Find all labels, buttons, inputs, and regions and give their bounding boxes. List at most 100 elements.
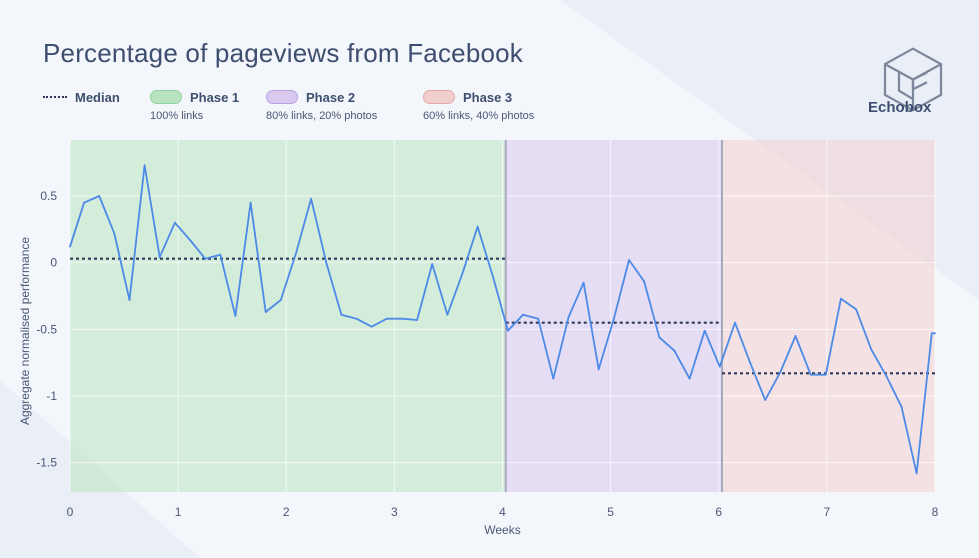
data-point xyxy=(930,332,933,335)
data-point xyxy=(764,399,767,401)
legend-label-phase3: Phase 3 xyxy=(463,89,513,105)
x-tick-label-5: 5 xyxy=(607,505,614,519)
data-point xyxy=(491,275,494,277)
data-point xyxy=(189,239,191,241)
data-point xyxy=(128,299,131,301)
data-point xyxy=(824,373,827,376)
legend-desc-phase3: 60% links, 40% photos xyxy=(423,110,535,122)
data-point xyxy=(840,297,842,300)
y-tick-label-3: -1 xyxy=(46,389,57,403)
data-point xyxy=(340,313,343,316)
data-point xyxy=(69,245,71,248)
data-point xyxy=(855,308,857,311)
data-point xyxy=(658,336,661,339)
data-point xyxy=(794,335,797,337)
data-point xyxy=(264,311,267,313)
phase2-swatch xyxy=(266,90,298,104)
data-point xyxy=(401,317,403,320)
data-point xyxy=(476,225,479,228)
data-point xyxy=(612,317,615,320)
data-point xyxy=(416,319,418,321)
x-tick-label-7: 7 xyxy=(824,505,831,519)
x-tick-label-6: 6 xyxy=(715,505,722,519)
phase3-swatch xyxy=(423,90,455,104)
median-lines xyxy=(70,257,935,375)
phase-dividers xyxy=(504,140,723,492)
data-point xyxy=(173,221,176,224)
y-axis-label: Aggregate normalised performance xyxy=(18,237,32,425)
data-point xyxy=(461,272,464,275)
data-point xyxy=(749,361,752,364)
median-line-swatch xyxy=(43,96,67,98)
echobox-logo-icon xyxy=(883,47,943,112)
data-point xyxy=(779,371,782,373)
data-point xyxy=(355,317,358,320)
legend-desc-phase2: 80% links, 20% photos xyxy=(266,110,378,122)
data-point xyxy=(507,329,509,332)
data-point xyxy=(446,313,449,316)
data-point xyxy=(703,329,706,332)
data-point xyxy=(885,375,888,377)
grid-lines xyxy=(69,140,936,492)
y-tick-label-0: 0.5 xyxy=(40,189,57,203)
data-point xyxy=(98,195,101,197)
legend-item-phase2: Phase 2 80% links, 20% photos xyxy=(266,88,377,122)
data-point xyxy=(310,197,313,200)
data-point xyxy=(431,263,434,265)
data-point xyxy=(295,252,297,255)
data-point xyxy=(567,316,570,319)
data-point xyxy=(325,261,328,264)
legend-item-phase3: Phase 3 60% links, 40% photos xyxy=(423,88,534,122)
phase1-swatch xyxy=(150,90,182,104)
data-point xyxy=(249,201,252,204)
data-point xyxy=(582,281,585,284)
legend-item-median: Median xyxy=(43,88,120,106)
x-tick-label-1: 1 xyxy=(175,505,182,519)
x-tick-label-4: 4 xyxy=(499,505,506,519)
data-point xyxy=(900,405,903,408)
data-point xyxy=(809,373,812,376)
x-axis-label: Weeks xyxy=(484,523,520,537)
x-axis-ticks: 0 1 2 3 4 5 6 7 8 xyxy=(67,505,939,519)
data-point xyxy=(628,259,630,261)
y-tick-label-4: -1.5 xyxy=(36,456,57,470)
x-tick-label-0: 0 xyxy=(67,505,74,519)
legend-label-median: Median xyxy=(75,89,120,105)
data-point xyxy=(370,325,373,328)
y-tick-label-1: 0 xyxy=(50,256,57,270)
x-tick-label-8: 8 xyxy=(932,505,939,519)
data-point xyxy=(718,365,721,368)
chart-title: Percentage of pageviews from Facebook xyxy=(43,38,523,68)
data-point xyxy=(688,377,691,380)
brand-name: Echobox xyxy=(868,99,932,116)
data-point xyxy=(219,253,222,256)
data-point xyxy=(279,299,282,301)
data-point xyxy=(734,321,736,324)
data-point xyxy=(385,317,388,320)
data-point xyxy=(234,315,237,317)
y-tick-label-2: -0.5 xyxy=(36,322,57,336)
data-point xyxy=(537,317,540,320)
data-point xyxy=(143,164,146,167)
data-point xyxy=(83,201,85,204)
data-point xyxy=(915,472,918,475)
legend-label-phase1: Phase 1 xyxy=(190,89,240,105)
data-point xyxy=(158,256,161,259)
phase-band-3 xyxy=(721,140,935,492)
data-point xyxy=(113,232,116,235)
legend-item-phase1: Phase 1 100% links xyxy=(150,88,239,122)
data-point xyxy=(934,332,936,335)
data-point xyxy=(597,368,600,371)
phase-band-1 xyxy=(70,140,506,492)
data-point xyxy=(522,313,524,316)
data-point xyxy=(552,377,555,380)
data-point xyxy=(643,280,646,283)
y-axis-ticks: 0.5 0 -0.5 -1 -1.5 xyxy=(36,189,57,470)
data-point xyxy=(673,349,676,352)
data-point xyxy=(204,257,207,260)
legend: Median Phase 1 100% links Phase 2 80% li… xyxy=(0,88,600,128)
legend-label-phase2: Phase 2 xyxy=(306,89,356,105)
legend-desc-phase1: 100% links xyxy=(150,110,204,122)
data-series xyxy=(69,164,936,475)
